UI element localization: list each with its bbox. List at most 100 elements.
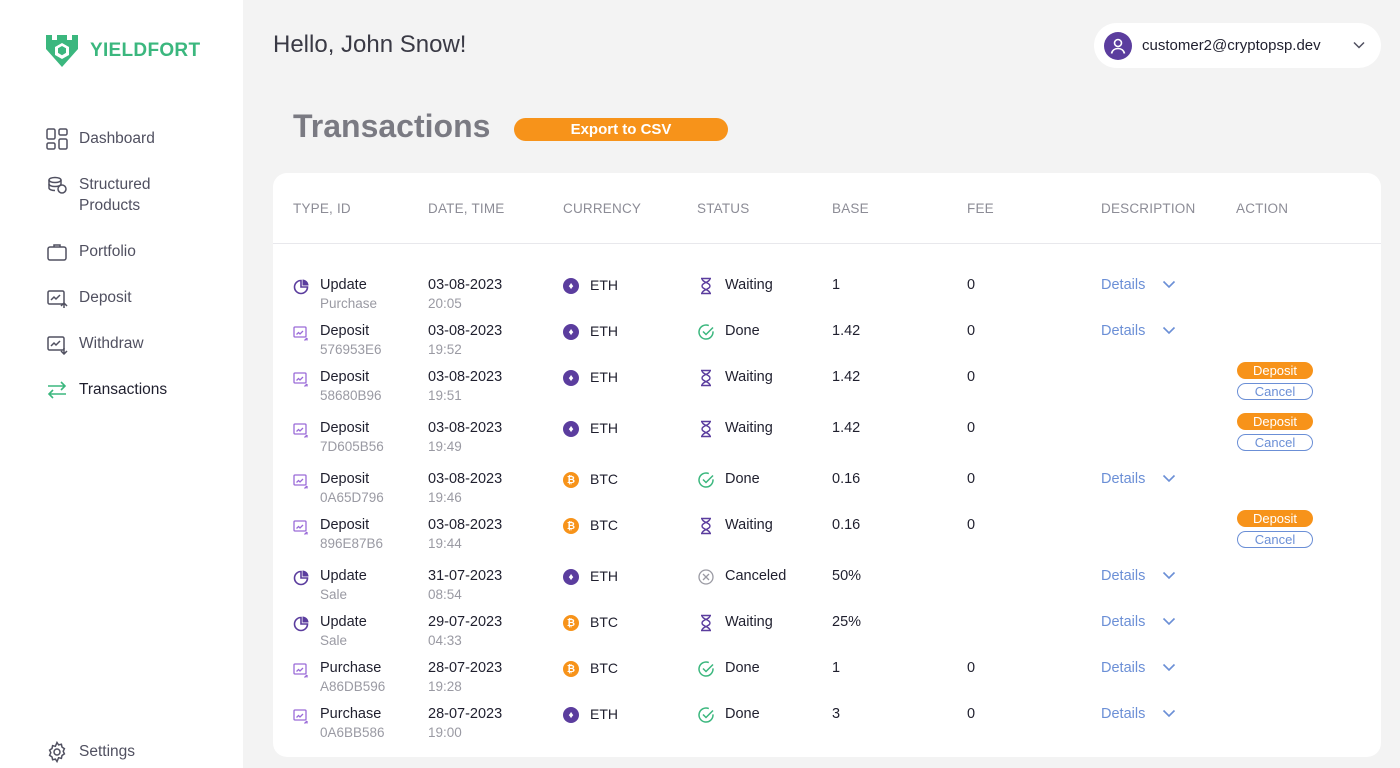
check-circle-icon [698,472,714,488]
status-label: Done [725,706,760,722]
transaction-date: 28-07-2023 [428,660,503,676]
sidebar-item-label: Settings [79,743,136,760]
transaction-time: 19:52 [428,342,462,357]
transaction-time: 19:28 [428,679,462,694]
details-link[interactable]: Details [1101,277,1146,293]
fee-amount: 0 [967,277,976,293]
deposit-icon [293,326,308,341]
chevron-down-icon [1162,280,1176,289]
column-header-description: DESCRIPTION [1101,201,1196,216]
deposit-icon [293,474,308,489]
currency-label: ETH [590,277,618,293]
base-amount: 0.16 [832,471,861,487]
transaction-date: 29-07-2023 [428,614,503,630]
pie-chart-icon [293,279,309,295]
hourglass-icon [701,614,711,632]
sidebar-item-settings[interactable]: Settings [46,741,135,763]
cancel-circle-icon [698,569,714,585]
status-label: Done [725,471,760,487]
sidebar-item-structured-products[interactable]: Structured Products [46,174,199,216]
briefcase-icon [47,244,67,261]
transaction-type: Deposit [320,369,370,385]
transaction-time: 08:54 [428,587,462,602]
details-link[interactable]: Details [1101,471,1146,487]
currency-label: BTC [590,517,618,533]
sidebar-item-withdraw[interactable]: Withdraw [46,333,144,355]
hourglass-icon [701,517,711,535]
ethereum-icon: ♦ [563,569,579,585]
cancel-action-button[interactable]: Cancel [1237,383,1313,400]
brand-name: YIELDFORT [90,40,201,61]
transaction-type: Purchase [320,706,382,722]
status-label: Canceled [725,568,787,584]
deposit-icon [293,520,308,535]
fee-amount: 0 [967,471,976,487]
sidebar-item-label: Transactions [79,381,168,398]
page-title: Transactions [293,108,491,144]
bitcoin-icon: ₿ [563,472,579,488]
table-row: Update Sale 29-07-2023 04:33 ₿ BTC Waiting 25% D… [273,614,1381,654]
withdraw-icon [47,336,68,355]
hourglass-icon [701,277,711,295]
table-row: Deposit 576953E6 03-08-2023 19:52 ♦ ETH Done 1.… [273,323,1381,363]
transaction-type: Deposit [320,420,370,436]
table-row: Update Purchase 03-08-2023 20:05 ♦ ETH Waiting… [273,277,1381,317]
transaction-date: 03-08-2023 [428,323,503,339]
details-link[interactable]: Details [1101,568,1146,584]
deposit-icon [293,423,308,438]
sidebar-item-transactions[interactable]: Transactions [46,379,167,401]
base-amount: 1.42 [832,323,861,339]
transaction-id: 7D605B56 [320,439,384,454]
cancel-action-button[interactable]: Cancel [1237,531,1313,548]
cancel-action-button[interactable]: Cancel [1237,434,1313,451]
deposit-icon [293,663,308,678]
sidebar-item-dashboard[interactable]: Dashboard [46,128,155,150]
base-amount: 3 [832,706,841,722]
ethereum-icon: ♦ [563,324,579,340]
bitcoin-icon: ₿ [563,518,579,534]
currency-label: ETH [590,323,618,339]
transaction-time: 19:44 [428,536,462,551]
transaction-date: 03-08-2023 [428,420,503,436]
table-header: TYPE, ID DATE, TIME CURRENCY STATUS BASE… [273,173,1381,244]
sidebar-item-deposit[interactable]: Deposit [46,287,132,309]
status-label: Waiting [725,420,773,436]
sidebar-item-label: Deposit [79,289,132,306]
user-menu[interactable]: customer2@cryptopsp.dev [1094,23,1381,68]
transaction-id: Sale [320,633,348,648]
transfer-arrows-icon [47,381,67,399]
fee-amount: 0 [967,420,976,436]
status-label: Done [725,323,760,339]
transaction-type: Deposit [320,471,370,487]
details-link[interactable]: Details [1101,323,1146,339]
deposit-icon [293,709,308,724]
transaction-type: Deposit [320,323,370,339]
status-label: Waiting [725,614,773,630]
hourglass-icon [701,420,711,438]
transaction-id: 576953E6 [320,342,382,357]
sidebar-item-label: Dashboard [79,130,155,147]
status-label: Waiting [725,517,773,533]
sidebar-item-portfolio[interactable]: Portfolio [46,241,136,263]
chevron-down-icon [1162,663,1176,672]
details-link[interactable]: Details [1101,614,1146,630]
sidebar-item-label: Withdraw [79,335,144,352]
brand-logo[interactable]: YIELDFORT [44,33,200,69]
deposit-action-button[interactable]: Deposit [1237,362,1313,379]
fee-amount: 0 [967,369,976,385]
details-link[interactable]: Details [1101,706,1146,722]
chevron-down-icon [1162,571,1176,580]
currency-label: ETH [590,420,618,436]
avatar [1104,31,1132,60]
export-csv-button[interactable]: Export to CSV [514,118,728,141]
check-circle-icon [698,324,714,340]
transactions-table: TYPE, ID DATE, TIME CURRENCY STATUS BASE… [273,173,1381,757]
base-amount: 0.16 [832,517,861,533]
deposit-action-button[interactable]: Deposit [1237,510,1313,527]
ethereum-icon: ♦ [563,278,579,294]
transaction-id: 0A65D796 [320,490,384,505]
details-link[interactable]: Details [1101,660,1146,676]
deposit-action-button[interactable]: Deposit [1237,413,1313,430]
base-amount: 1 [832,277,841,293]
column-header-action: ACTION [1236,201,1289,216]
